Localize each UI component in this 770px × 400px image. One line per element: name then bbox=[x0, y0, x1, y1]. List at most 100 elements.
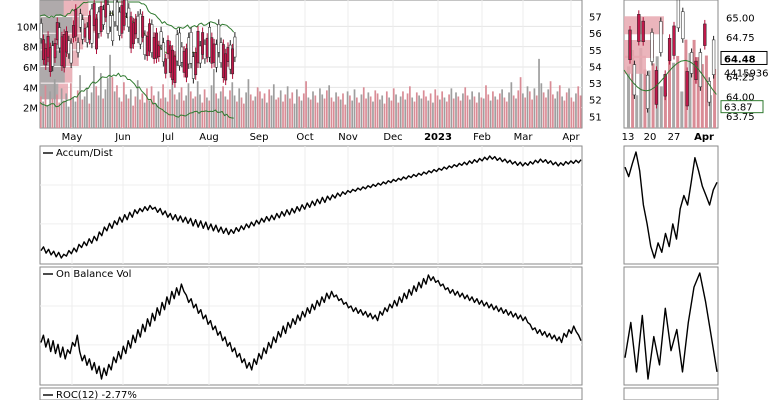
volume-bar bbox=[526, 86, 529, 128]
volume-bar bbox=[293, 103, 296, 128]
volume-bar bbox=[510, 82, 513, 128]
inset-volume-bar bbox=[639, 47, 643, 128]
volume-bar bbox=[450, 88, 453, 128]
volume-bar bbox=[286, 86, 289, 128]
volume-bar bbox=[196, 81, 199, 128]
volume-bar bbox=[321, 94, 324, 128]
accum-dist-inset-line bbox=[624, 151, 718, 259]
volume-bar bbox=[397, 102, 400, 128]
volume-bar bbox=[162, 84, 164, 128]
volume-bar bbox=[392, 88, 395, 128]
volume-bar bbox=[208, 100, 211, 128]
roc-label: ROC(12) -2.77% bbox=[56, 390, 137, 400]
volume-bar bbox=[143, 102, 146, 128]
inset-volume-bar bbox=[688, 53, 692, 128]
volume-bar bbox=[466, 95, 469, 128]
price-candle-body bbox=[85, 26, 89, 43]
volume-bar bbox=[565, 92, 568, 128]
on-balance-volume-line bbox=[40, 274, 582, 380]
inset-candle-body bbox=[654, 70, 659, 105]
volume-by-price-bar-down bbox=[40, 66, 65, 83]
volume-bar bbox=[554, 98, 557, 128]
volume-bar bbox=[247, 79, 250, 128]
volume-bar bbox=[102, 98, 104, 128]
inset-candle-body bbox=[707, 81, 711, 103]
price-tick-label: 54 bbox=[589, 62, 602, 73]
volume-bar bbox=[561, 96, 563, 128]
volume-bar bbox=[279, 90, 282, 128]
volume-bar bbox=[252, 100, 254, 128]
bollinger-upper-band bbox=[39, 1, 235, 33]
price-candle-body bbox=[51, 45, 55, 67]
inset-volume-bar bbox=[696, 57, 700, 128]
volume-bar bbox=[150, 86, 153, 128]
inset-candle-body bbox=[632, 64, 637, 96]
volume-bar bbox=[335, 92, 337, 128]
volume-bar bbox=[406, 93, 409, 128]
inset-date-label: 13 bbox=[622, 132, 635, 143]
price-candle-body bbox=[155, 32, 158, 59]
price-candle-body bbox=[148, 23, 152, 52]
price-candle-body bbox=[127, 7, 131, 28]
last-price-label: 64.48 bbox=[724, 54, 756, 65]
volume-bar bbox=[533, 88, 536, 128]
inset-price-tick-label: 64.75 bbox=[726, 33, 755, 44]
price-candle-body bbox=[185, 48, 188, 78]
volume-bar bbox=[67, 106, 70, 128]
accum-dist-label: Accum/Dist bbox=[56, 148, 113, 159]
volume-bar bbox=[305, 81, 307, 128]
inset-candle-body bbox=[694, 60, 698, 81]
inset-volume-bar bbox=[627, 66, 630, 128]
lower-band-label: 63.87 bbox=[724, 103, 753, 114]
volume-bar bbox=[56, 94, 58, 128]
inset-volume-bar bbox=[709, 95, 712, 128]
price-candle-body bbox=[150, 24, 154, 53]
volume-bar bbox=[270, 95, 273, 128]
volume-bar bbox=[259, 91, 261, 128]
price-candle-body bbox=[69, 42, 73, 64]
volume-tick-label: 10M bbox=[17, 22, 38, 33]
price-candle-body bbox=[187, 37, 191, 65]
price-candle-body bbox=[166, 40, 170, 55]
price-candle-body bbox=[125, 0, 128, 14]
volume-bar bbox=[51, 98, 54, 128]
volume-bar bbox=[127, 98, 130, 128]
volume-bar bbox=[462, 93, 464, 128]
volume-bar bbox=[185, 95, 188, 128]
volume-bar bbox=[418, 95, 420, 128]
volume-bar bbox=[323, 98, 326, 128]
volume-bar bbox=[409, 86, 411, 128]
price-candle-body bbox=[210, 37, 214, 64]
price-candle-body bbox=[141, 16, 145, 38]
volume-bar bbox=[439, 99, 441, 128]
price-candle-body bbox=[173, 55, 177, 83]
price-tick-label: 55 bbox=[589, 46, 602, 57]
volume-bar bbox=[226, 99, 229, 128]
volume-bar bbox=[531, 99, 533, 128]
volume-bar bbox=[342, 93, 344, 128]
volume-bar bbox=[552, 94, 554, 128]
volume-bar bbox=[120, 101, 123, 128]
volume-bar bbox=[60, 88, 63, 128]
volume-bar bbox=[79, 75, 81, 128]
inset-volume-bar bbox=[651, 63, 655, 129]
volume-bar bbox=[503, 97, 506, 128]
price-candle-body bbox=[67, 40, 71, 55]
volume-bar bbox=[129, 89, 132, 128]
volume-bar bbox=[517, 90, 520, 128]
volume-bar bbox=[482, 98, 485, 128]
inset-volume-bar bbox=[635, 95, 639, 128]
volume-bar bbox=[242, 103, 245, 128]
price-candle-body bbox=[196, 30, 200, 64]
volume-bar bbox=[512, 95, 515, 128]
price-candle-body bbox=[157, 45, 161, 58]
volume-bar bbox=[254, 96, 257, 128]
volume-bar bbox=[65, 93, 68, 128]
inset-date-label: Apr bbox=[694, 132, 714, 143]
volume-bar bbox=[337, 96, 340, 128]
price-tick-label: 57 bbox=[589, 13, 602, 24]
volume-bar bbox=[381, 95, 384, 128]
volume-bar bbox=[478, 92, 480, 128]
price-candle-body bbox=[203, 44, 207, 60]
volume-bar bbox=[457, 96, 460, 128]
